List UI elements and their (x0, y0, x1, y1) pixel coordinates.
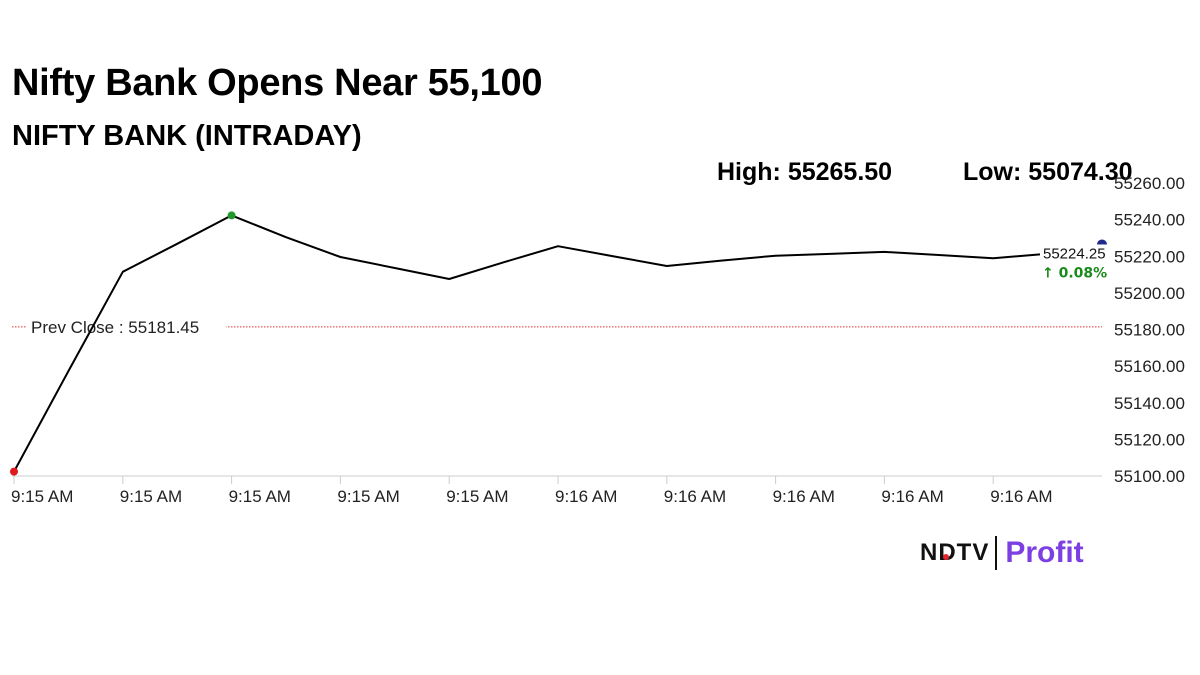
change-percent-label: ↑ 0.08% (1042, 265, 1107, 281)
price-series (13, 214, 1103, 473)
x-tick-label: 9:16 AM (555, 487, 617, 506)
x-tick-label: 9:15 AM (11, 487, 73, 506)
day-low-label: Low: 55074.30 (963, 158, 1133, 186)
x-axis: 9:15 AM 9:15 AM 9:15 AM 9:15 AM 9:15 AM 9:16 … (11, 475, 1102, 506)
x-tick-label: 9:16 AM (773, 487, 835, 506)
series-markers (10, 211, 1107, 476)
high-point-marker (227, 211, 236, 220)
y-axis: 55100.00 55120.00 55140.00 55160.00 55180.00… (1114, 174, 1185, 486)
last-value-bg (1040, 244, 1104, 263)
x-tick-label: 9:15 AM (337, 487, 399, 506)
brand-profit: Profit (1005, 536, 1084, 569)
x-tick-label: 9:16 AM (881, 487, 943, 506)
x-tick-label: 9:15 AM (446, 487, 508, 506)
brand-divider (995, 536, 998, 570)
y-tick-label: 55140.00 (1114, 394, 1185, 413)
prev-close-label: Prev Close : 55181.45 (31, 318, 199, 337)
chart-subheading: NIFTY BANK (INTRADAY) (12, 120, 362, 152)
brand-red-dot (943, 554, 949, 560)
y-tick-label: 55100.00 (1114, 467, 1185, 486)
y-tick-label: 55180.00 (1114, 321, 1185, 340)
open-point-marker (10, 467, 18, 476)
x-tick-label: 9:16 AM (990, 487, 1052, 506)
last-point-marker (1097, 239, 1107, 245)
price-line (13, 214, 1103, 473)
y-tick-label: 55120.00 (1114, 430, 1185, 449)
y-tick-label: 55160.00 (1114, 357, 1185, 376)
x-tick-label: 9:15 AM (120, 487, 182, 506)
day-high-label: High: 55265.50 (717, 158, 893, 186)
y-tick-label: 55200.00 (1114, 284, 1185, 303)
headline: Nifty Bank Opens Near 55,100 (12, 62, 543, 104)
y-tick-label: 55260.00 (1114, 174, 1185, 193)
last-price-annotation: 55224.25 ↑ 0.08% (1040, 244, 1107, 281)
brand-ndtv: NDTV (920, 539, 990, 566)
prev-close-label-bg (26, 315, 226, 338)
prev-close-reference: Prev Close : 55181.45 (12, 315, 1102, 338)
y-tick-label: 55240.00 (1114, 211, 1185, 230)
y-tick-label: 55220.00 (1114, 247, 1185, 266)
x-tick-label: 9:15 AM (229, 487, 291, 506)
x-tick-label: 9:16 AM (664, 487, 726, 506)
last-value-label: 55224.25 (1043, 245, 1106, 262)
ndtv-profit-logo: NDTV Profit (920, 533, 1084, 573)
